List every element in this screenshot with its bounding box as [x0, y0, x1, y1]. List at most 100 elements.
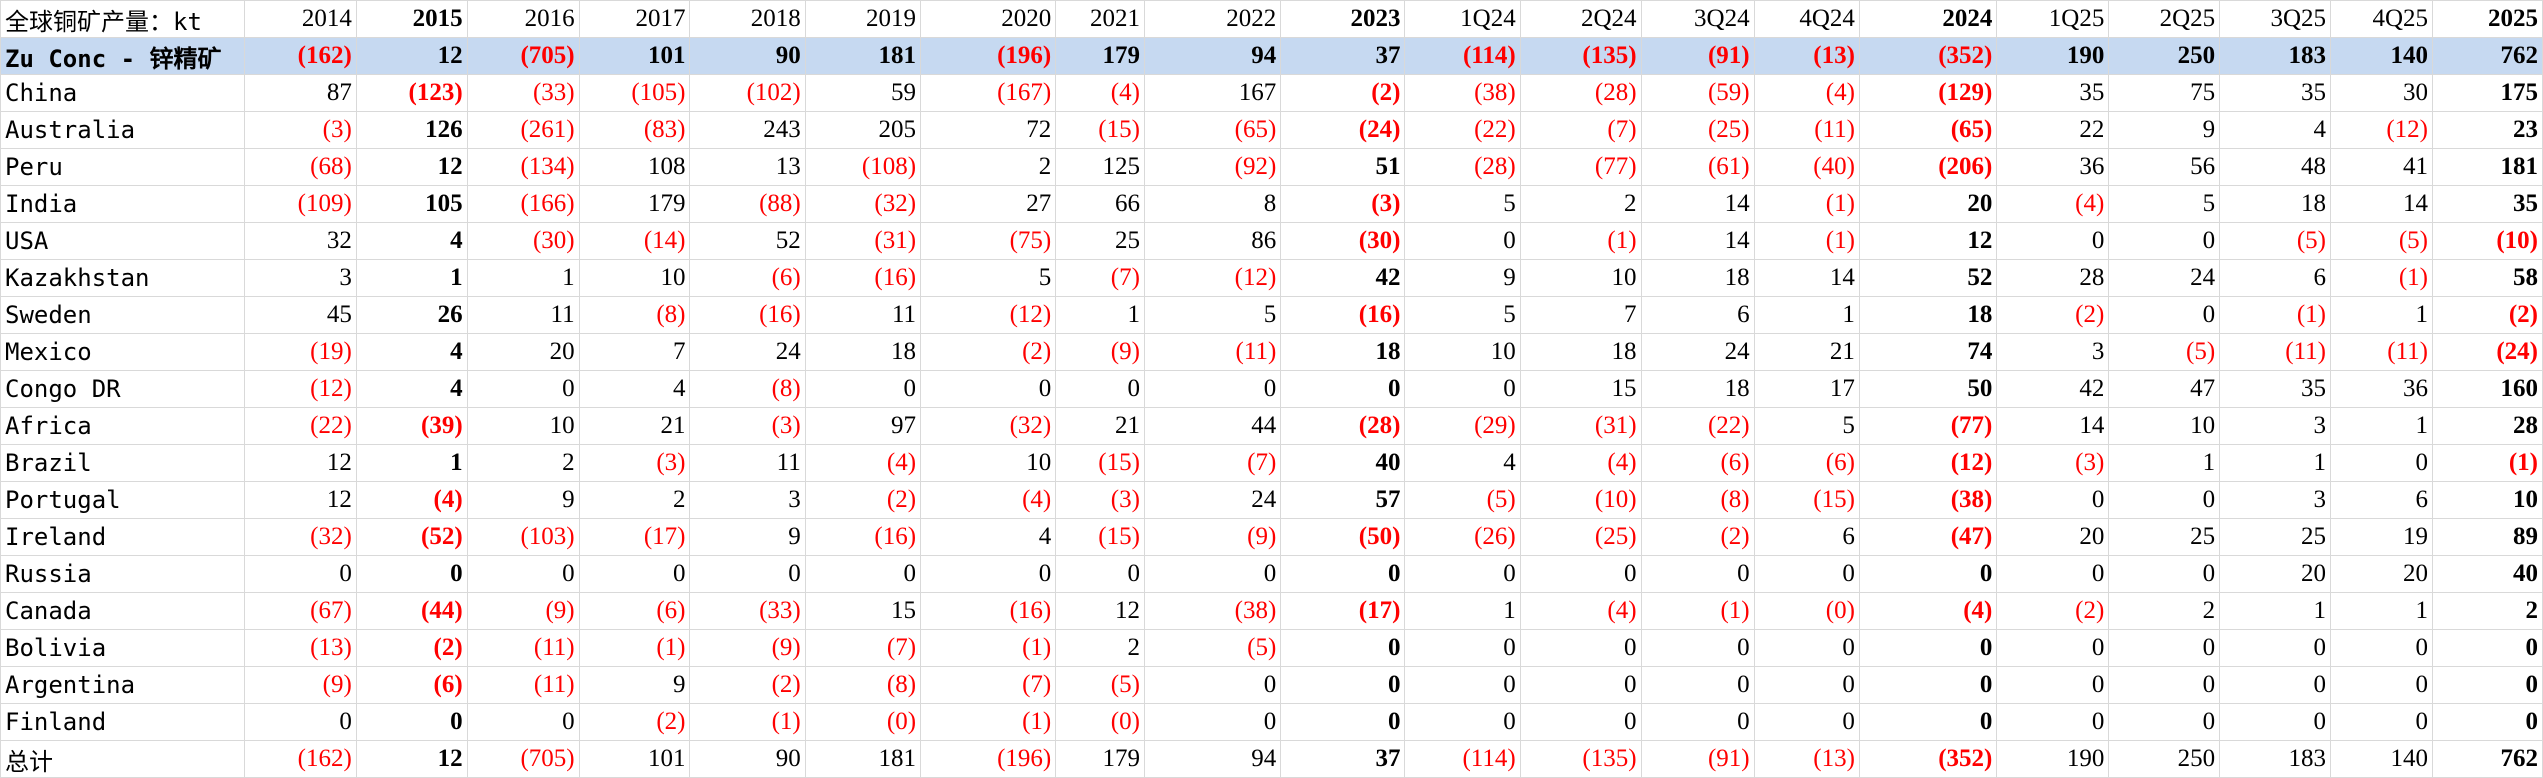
- value-cell[interactable]: 3: [243, 259, 357, 297]
- value-cell[interactable]: 160: [2432, 370, 2543, 408]
- value-cell[interactable]: 23: [2432, 111, 2543, 149]
- value-cell[interactable]: 40: [1280, 444, 1406, 482]
- value-cell[interactable]: 52: [1858, 259, 1998, 297]
- value-cell[interactable]: 0: [1753, 555, 1860, 593]
- row-label-cell[interactable]: Portugal: [0, 481, 245, 519]
- value-cell[interactable]: (2): [689, 666, 806, 704]
- value-cell[interactable]: (26): [1404, 518, 1521, 556]
- value-cell[interactable]: 0: [2219, 666, 2332, 704]
- value-cell[interactable]: (28): [1404, 148, 1521, 186]
- row-label-cell[interactable]: Mexico: [0, 333, 245, 371]
- value-cell[interactable]: 56: [2108, 148, 2221, 186]
- value-cell[interactable]: (135): [1519, 740, 1642, 778]
- value-cell[interactable]: 10: [2108, 407, 2221, 445]
- column-header-2024[interactable]: 2024: [1858, 0, 1998, 38]
- value-cell[interactable]: 35: [1996, 74, 2110, 112]
- value-cell[interactable]: 11: [689, 444, 806, 482]
- row-label-cell[interactable]: Peru: [0, 148, 245, 186]
- value-cell[interactable]: 0: [1996, 703, 2110, 741]
- value-cell[interactable]: 3: [2219, 481, 2332, 519]
- value-cell[interactable]: 0: [1640, 629, 1755, 667]
- value-cell[interactable]: (1): [578, 629, 691, 667]
- value-cell[interactable]: 0: [1519, 629, 1642, 667]
- value-cell[interactable]: 0: [1404, 222, 1521, 260]
- value-cell[interactable]: 5: [1143, 296, 1282, 334]
- value-cell[interactable]: (3): [243, 111, 357, 149]
- value-cell[interactable]: 108: [578, 148, 691, 186]
- value-cell[interactable]: 26: [355, 296, 468, 334]
- value-cell[interactable]: 2: [920, 148, 1057, 186]
- value-cell[interactable]: (7): [1519, 111, 1642, 149]
- value-cell[interactable]: 32: [243, 222, 357, 260]
- value-cell[interactable]: (16): [804, 259, 922, 297]
- value-cell[interactable]: 1: [2330, 296, 2433, 334]
- value-cell[interactable]: 140: [2330, 740, 2433, 778]
- value-cell[interactable]: (9): [1143, 518, 1282, 556]
- value-cell[interactable]: (47): [1858, 518, 1998, 556]
- value-cell[interactable]: (352): [1858, 740, 1998, 778]
- value-cell[interactable]: 0: [1640, 555, 1755, 593]
- value-cell[interactable]: 7: [1519, 296, 1642, 334]
- value-cell[interactable]: 5: [920, 259, 1057, 297]
- value-cell[interactable]: 12: [355, 148, 468, 186]
- value-cell[interactable]: 12: [355, 37, 468, 75]
- value-cell[interactable]: 0: [1143, 703, 1282, 741]
- value-cell[interactable]: 28: [1996, 259, 2110, 297]
- value-cell[interactable]: 10: [466, 407, 580, 445]
- value-cell[interactable]: 243: [689, 111, 806, 149]
- value-cell[interactable]: (1): [2432, 444, 2543, 482]
- value-cell[interactable]: (1): [1753, 185, 1860, 223]
- value-cell[interactable]: (6): [578, 592, 691, 630]
- row-label-cell[interactable]: Australia: [0, 111, 245, 149]
- value-cell[interactable]: 0: [1055, 370, 1145, 408]
- value-cell[interactable]: 762: [2432, 37, 2543, 75]
- value-cell[interactable]: 74: [1858, 333, 1998, 371]
- value-cell[interactable]: (15): [1753, 481, 1860, 519]
- value-cell[interactable]: 4: [920, 518, 1057, 556]
- value-cell[interactable]: 2: [2432, 592, 2543, 630]
- value-cell[interactable]: (17): [578, 518, 691, 556]
- column-header-2021[interactable]: 2021: [1055, 0, 1145, 38]
- value-cell[interactable]: 9: [466, 481, 580, 519]
- value-cell[interactable]: (11): [2330, 333, 2433, 371]
- value-cell[interactable]: 0: [2219, 703, 2332, 741]
- value-cell[interactable]: 51: [1280, 148, 1406, 186]
- value-cell[interactable]: (196): [920, 37, 1057, 75]
- value-cell[interactable]: 0: [1404, 370, 1521, 408]
- value-cell[interactable]: (1): [2219, 296, 2332, 334]
- value-cell[interactable]: 0: [1996, 222, 2110, 260]
- value-cell[interactable]: (19): [243, 333, 357, 371]
- value-cell[interactable]: 250: [2108, 37, 2221, 75]
- value-cell[interactable]: (11): [466, 629, 580, 667]
- value-cell[interactable]: (16): [804, 518, 922, 556]
- value-cell[interactable]: 2: [466, 444, 580, 482]
- value-cell[interactable]: 105: [355, 185, 468, 223]
- value-cell[interactable]: 6: [1753, 518, 1860, 556]
- value-cell[interactable]: (196): [920, 740, 1057, 778]
- value-cell[interactable]: 35: [2432, 185, 2543, 223]
- value-cell[interactable]: 11: [466, 296, 580, 334]
- value-cell[interactable]: 0: [920, 370, 1057, 408]
- value-cell[interactable]: 1: [1753, 296, 1860, 334]
- value-cell[interactable]: (28): [1280, 407, 1406, 445]
- value-cell[interactable]: 0: [1858, 703, 1998, 741]
- value-cell[interactable]: 140: [2330, 37, 2433, 75]
- value-cell[interactable]: (4): [1858, 592, 1998, 630]
- value-cell[interactable]: (5): [2219, 222, 2332, 260]
- value-cell[interactable]: 4: [578, 370, 691, 408]
- value-cell[interactable]: (12): [243, 370, 357, 408]
- value-cell[interactable]: 9: [1404, 259, 1521, 297]
- column-header-2022[interactable]: 2022: [1143, 0, 1282, 38]
- value-cell[interactable]: (12): [2330, 111, 2433, 149]
- row-label-cell[interactable]: Bolivia: [0, 629, 245, 667]
- value-cell[interactable]: 0: [466, 703, 580, 741]
- value-cell[interactable]: 0: [2330, 666, 2433, 704]
- value-cell[interactable]: 6: [1640, 296, 1755, 334]
- value-cell[interactable]: 4: [355, 333, 468, 371]
- value-cell[interactable]: 0: [2330, 703, 2433, 741]
- value-cell[interactable]: 0: [1143, 370, 1282, 408]
- value-cell[interactable]: (108): [804, 148, 922, 186]
- value-cell[interactable]: (22): [1404, 111, 1521, 149]
- value-cell[interactable]: (39): [355, 407, 468, 445]
- value-cell[interactable]: 94: [1143, 740, 1282, 778]
